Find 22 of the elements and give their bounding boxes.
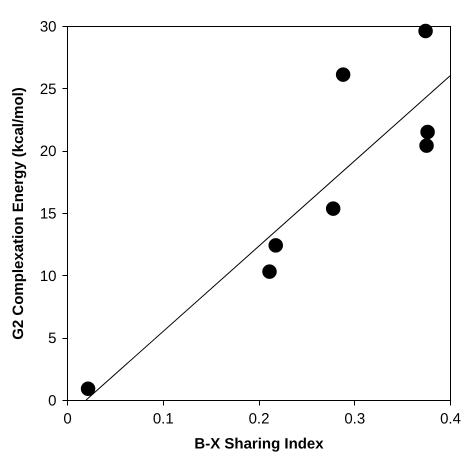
x-axis-title: B-X Sharing Index — [194, 436, 324, 452]
point — [336, 67, 350, 82]
y-tick-label: 5 — [48, 330, 56, 348]
y-tick-label: 0 — [48, 392, 56, 410]
point — [420, 124, 435, 140]
x-tick-label: 0.3 — [344, 410, 366, 428]
point — [418, 24, 433, 38]
point — [80, 382, 96, 396]
x-tick-label: 0 — [63, 410, 72, 428]
y-tick-label: 15 — [40, 206, 56, 222]
y-axis-title: G2 Complexation Energy (kcal/mol) — [10, 87, 27, 340]
point — [268, 238, 283, 253]
point — [419, 138, 434, 153]
x-tick-label: 0.1 — [152, 410, 174, 428]
y-tick-label: 20 — [40, 143, 56, 160]
x-tick-label: 0.4 — [440, 410, 461, 428]
point — [326, 201, 340, 216]
x-tick-label: 0.2 — [248, 410, 270, 428]
y-tick-label: 30 — [40, 18, 56, 36]
y-tick-label: 10 — [40, 268, 56, 285]
y-tick-label: 25 — [40, 80, 56, 98]
point — [262, 264, 277, 279]
